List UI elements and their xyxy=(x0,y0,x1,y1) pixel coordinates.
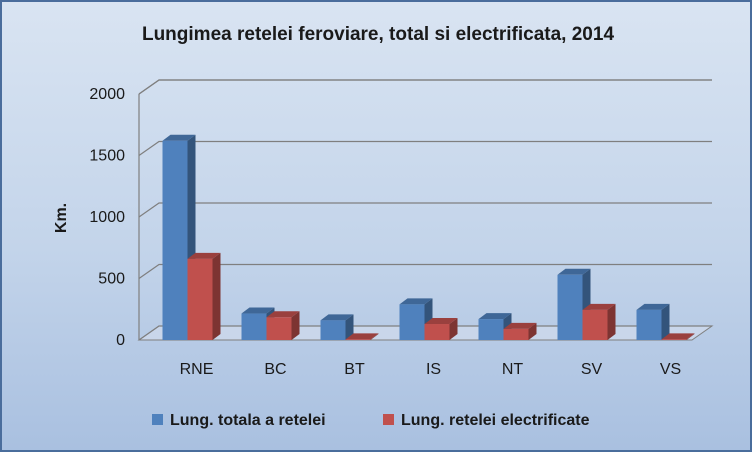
bar xyxy=(503,322,537,340)
bar-front xyxy=(187,258,213,340)
bar xyxy=(661,333,695,340)
y-tick-labels: 0 500 1000 1500 2000 xyxy=(89,86,125,349)
legend-label: Lung. totala a retelei xyxy=(170,412,326,429)
gridline xyxy=(138,202,712,218)
x-tick-label: VS xyxy=(660,361,681,378)
bar-side xyxy=(528,322,537,340)
bar-side xyxy=(686,333,695,340)
bar-front xyxy=(266,317,292,340)
bar-top xyxy=(162,134,196,141)
legend-swatch xyxy=(383,414,394,425)
bar xyxy=(424,318,458,340)
bar-top xyxy=(424,318,458,325)
y-axis-title: Km. xyxy=(53,203,70,233)
gridline xyxy=(138,263,712,279)
legend-entry: Lung. retelei electrificate xyxy=(383,412,590,429)
bar-top xyxy=(478,313,512,320)
legend-entry: Lung. totala a retelei xyxy=(152,412,326,429)
legend: Lung. totala a retelei Lung. retelei elec… xyxy=(152,412,590,429)
y-tick-label: 1500 xyxy=(89,148,125,165)
x-tick-label: IS xyxy=(426,361,441,378)
y-tick-label: 500 xyxy=(98,271,125,288)
bar-front xyxy=(320,320,346,340)
bar-side xyxy=(212,252,221,340)
gridline xyxy=(138,79,712,95)
bar-side xyxy=(345,314,354,340)
bar-top xyxy=(661,333,695,340)
bar-front xyxy=(162,140,188,340)
bar-front xyxy=(399,304,425,340)
x-tick-label: BC xyxy=(264,361,286,378)
bar-front xyxy=(636,309,662,340)
bar-top xyxy=(582,303,616,310)
bar-side xyxy=(449,318,458,340)
bar xyxy=(636,303,670,340)
bar-side xyxy=(607,303,616,340)
bar-top xyxy=(345,333,379,340)
bar-top xyxy=(320,314,354,321)
bar-side xyxy=(370,333,379,340)
bar-top xyxy=(557,268,591,275)
gridline xyxy=(138,140,712,156)
y-tick-label: 1000 xyxy=(89,209,125,226)
bar xyxy=(266,311,300,340)
bar-side xyxy=(661,303,670,340)
back-wall-top xyxy=(138,79,712,95)
bar-front xyxy=(478,319,504,340)
bar-top xyxy=(636,303,670,310)
bar-front xyxy=(345,339,371,340)
x-tick-label: SV xyxy=(581,361,603,378)
bar-front xyxy=(661,339,687,340)
bar-front xyxy=(241,313,267,340)
y-tick-label: 0 xyxy=(116,332,125,349)
legend-swatch xyxy=(152,414,163,425)
bar xyxy=(241,307,275,340)
bar-top xyxy=(241,307,275,314)
x-tick-label: NT xyxy=(502,361,524,378)
bar-front xyxy=(503,328,529,340)
chart-title: Lungimea retelei feroviare, total si ele… xyxy=(142,24,614,45)
bars xyxy=(162,134,695,340)
bar-side xyxy=(291,311,300,340)
bar-top xyxy=(187,252,221,259)
x-tick-label: RNE xyxy=(180,361,214,378)
x-tick-labels: RNE BC BT IS NT SV VS xyxy=(180,361,682,378)
bar-top xyxy=(399,298,433,305)
bar-front xyxy=(424,324,450,340)
x-tick-label: BT xyxy=(344,361,365,378)
bar-top xyxy=(503,322,537,329)
bar xyxy=(187,252,221,340)
y-tick-label: 2000 xyxy=(89,86,125,103)
bar xyxy=(345,333,379,340)
legend-label: Lung. retelei electrificate xyxy=(401,412,590,429)
bar xyxy=(320,314,354,340)
bar xyxy=(582,303,616,340)
bar-top xyxy=(266,311,300,318)
bar-front xyxy=(582,309,608,340)
bar-front xyxy=(557,274,583,340)
